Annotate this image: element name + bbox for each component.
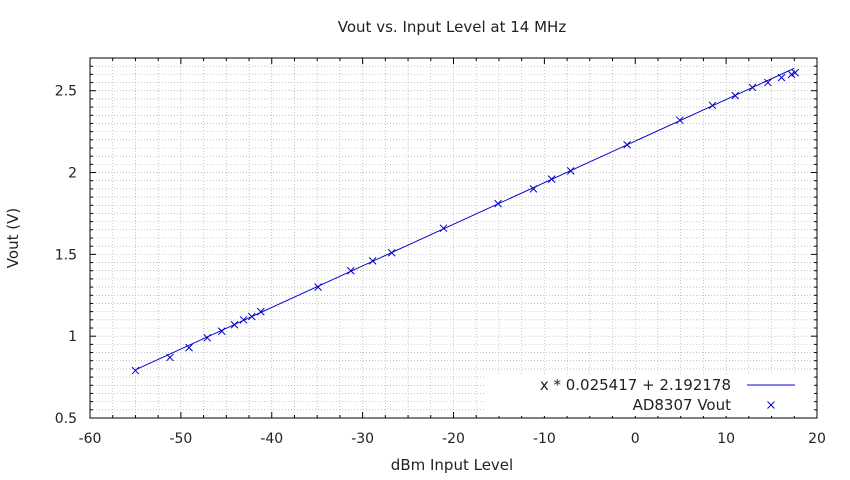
data-point [256,307,265,316]
legend-swatch-ad8307-vout [767,401,775,409]
data-point [494,199,502,208]
x-tick-label: 0 [631,431,640,447]
data-point [777,73,786,82]
x-tick-label: -10 [533,431,556,447]
y-tick-label: 0.5 [55,411,77,427]
data-point [439,224,448,233]
y-tick-label: 1 [68,329,77,345]
data-point [131,366,140,375]
y-axis-title: Vout (V) [4,208,22,268]
legend-label-ad8307-vout: AD8307 Vout [633,396,732,414]
y-tick-label: 2.5 [55,84,77,100]
x-tick-label: -30 [351,431,374,447]
data-point [791,68,800,77]
x-tick-label: -20 [442,431,465,447]
data-point [247,312,256,321]
x-axis-title: dBm Input Level [391,456,513,474]
data-point [529,185,538,193]
data-point [239,315,248,324]
data-point [623,140,631,149]
x-tick-labels: -60 -50 -40 -30 -20 -10 0 10 20 [79,431,826,447]
data-point [748,83,757,92]
data-point [731,91,740,100]
data-point [566,167,575,175]
legend-marker-x [767,401,775,409]
data-point [764,78,772,87]
x-tick-label: -50 [169,431,192,447]
fit-line [135,67,795,371]
chart-title: Vout vs. Input Level at 14 MHz [338,18,567,36]
y-tick-label: 1.5 [55,247,77,263]
data-point [230,320,239,329]
x-tick-label: 20 [808,431,826,447]
data-point [675,116,684,125]
data-point [314,283,322,291]
data-point [203,333,212,342]
axis-ticks [89,57,818,419]
legend-label-fit-line: x * 0.025417 + 2.192178 [540,376,731,394]
grid [90,58,817,418]
data-point [368,257,377,265]
data-point [547,175,556,183]
y-tick-label: 2 [68,166,77,182]
x-tick-label: -60 [79,431,102,447]
x-tick-label: 10 [717,431,735,447]
data-point [185,343,193,352]
data-point [346,266,355,275]
series-layer [131,67,800,375]
data-point [217,327,226,336]
data-point [387,248,396,257]
legend: x * 0.025417 + 2.192178 AD8307 Vout [484,374,814,416]
data-point [708,101,717,110]
data-point [166,353,174,362]
legend-background [484,374,814,416]
x-tick-label: -40 [260,431,283,447]
y-tick-labels: 0.5 1 1.5 2 2.5 [55,84,77,427]
